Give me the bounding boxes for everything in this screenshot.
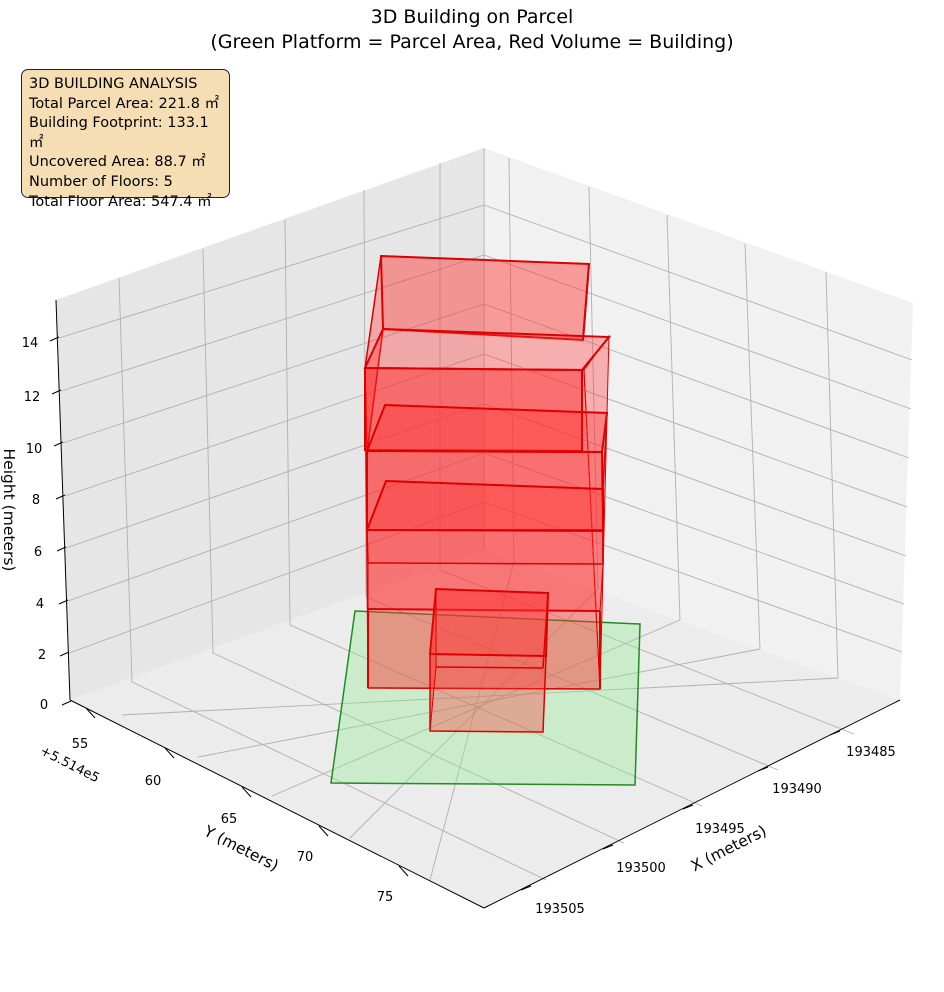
y-offset-label: +5.514e5	[37, 744, 101, 787]
x-tick-labels: 193485 193490 193495 193500 193505	[535, 745, 896, 917]
info-line-uncovered: Uncovered Area: 88.7 ㎡	[29, 154, 206, 171]
chart-subtitle: (Green Platform = Parcel Area, Red Volum…	[210, 31, 734, 53]
floor-slab	[366, 529, 604, 565]
annex-face	[428, 587, 550, 658]
info-line-floors: Number of Floors: 5	[29, 173, 173, 190]
floor-slab	[365, 479, 604, 533]
z-tick-label: 0	[40, 698, 48, 713]
x-tick-label: 193505	[535, 902, 585, 917]
floor-pane	[70, 550, 900, 908]
building-face	[379, 254, 591, 342]
y-axis-label: Y (meters)	[200, 822, 281, 875]
grid-lines	[58, 148, 913, 881]
floor-slab	[365, 403, 609, 454]
y-tick-label: 70	[297, 850, 314, 865]
z-tick-labels: 0 2 4 6 8 10 12 14	[22, 336, 48, 713]
x-tick-label: 193495	[695, 822, 745, 837]
z-axis-label: Height (meters)	[0, 449, 18, 572]
floor-slab	[363, 327, 612, 372]
info-heading: 3D BUILDING ANALYSIS	[29, 76, 198, 92]
building-volume	[363, 254, 612, 733]
info-line-parcel-area: Total Parcel Area: 221.8 ㎡	[29, 95, 220, 112]
y-tick-label: 60	[145, 774, 162, 789]
info-box: 3D BUILDING ANALYSIS Total Parcel Area: …	[21, 69, 230, 210]
y-axis-line	[69, 699, 485, 909]
z-tick-label: 2	[38, 648, 46, 663]
z-tick-label: 14	[22, 336, 39, 351]
y-tick-labels: 55 60 65 70 75	[72, 737, 394, 905]
annex-face	[429, 653, 547, 733]
z-tick-label: 6	[34, 545, 42, 560]
x-tick-label: 193490	[772, 782, 822, 797]
info-line-floor-area: Total Floor Area: 547.4 ㎡	[29, 193, 212, 210]
z-axis-line	[55, 299, 71, 701]
x-tick-label: 193500	[616, 861, 666, 876]
y-tick-label: 55	[72, 737, 89, 752]
z-tick-label: 4	[36, 597, 44, 612]
tick-marks	[49, 336, 841, 891]
x-tick-label: 193485	[846, 745, 896, 760]
z-tick-label: 10	[26, 442, 43, 457]
y-tick-label: 65	[221, 812, 238, 827]
z-tick-label: 8	[32, 493, 40, 508]
info-line-footprint: Building Footprint: 133.1 ㎡	[29, 115, 209, 151]
y-tick-label: 75	[377, 890, 394, 905]
chart-title: 3D Building on Parcel	[370, 6, 574, 28]
z-tick-label: 12	[24, 390, 41, 405]
